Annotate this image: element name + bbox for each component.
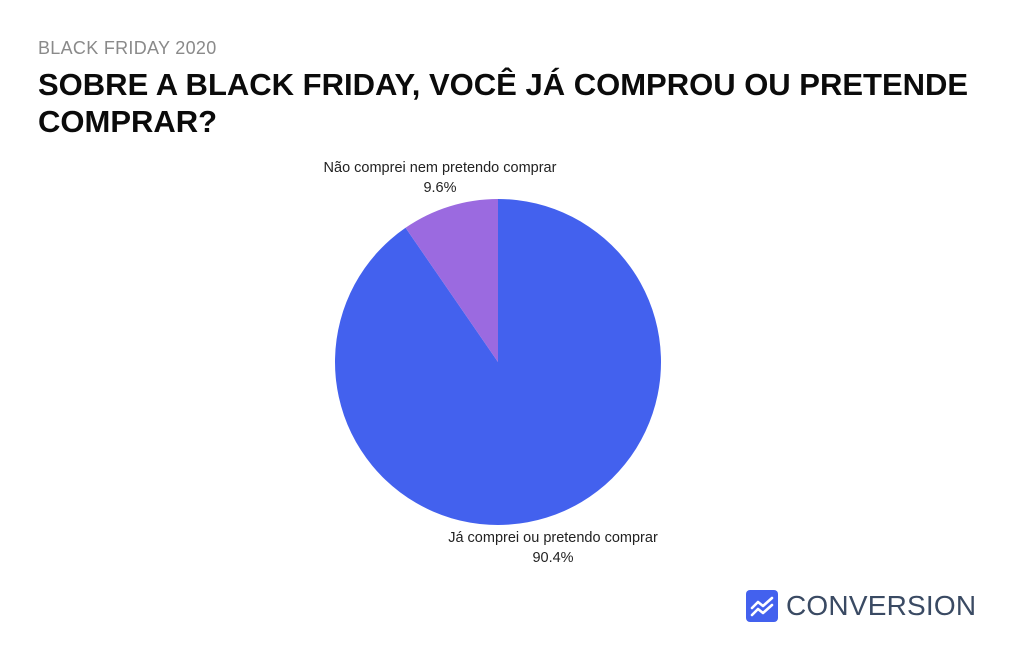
eyebrow-label: BLACK FRIDAY 2020	[38, 38, 217, 58]
trend-chart-icon	[746, 590, 778, 622]
brand-logo: CONVERSION	[746, 590, 976, 622]
slice-label-ja-comprei: Já comprei ou pretendo comprar 90.4%	[418, 528, 688, 568]
slice-name-ja-comprei: Já comprei ou pretendo comprar	[448, 530, 658, 546]
slice-label-nao-comprei: Não comprei nem pretendo comprar 9.6%	[300, 158, 580, 198]
brand-name: CONVERSION	[786, 590, 977, 621]
slice-name-nao-comprei: Não comprei nem pretendo comprar	[323, 160, 557, 176]
slice-value-nao-comprei: 9.6%	[423, 180, 457, 196]
pie-slice-nao-comprei	[405, 199, 498, 362]
pie-slice-ja-comprei	[335, 199, 662, 525]
chart-title: SOBRE A BLACK FRIDAY, VOCÊ JÁ COMPROU OU…	[38, 67, 969, 139]
slice-value-ja-comprei: 90.4%	[532, 550, 574, 566]
